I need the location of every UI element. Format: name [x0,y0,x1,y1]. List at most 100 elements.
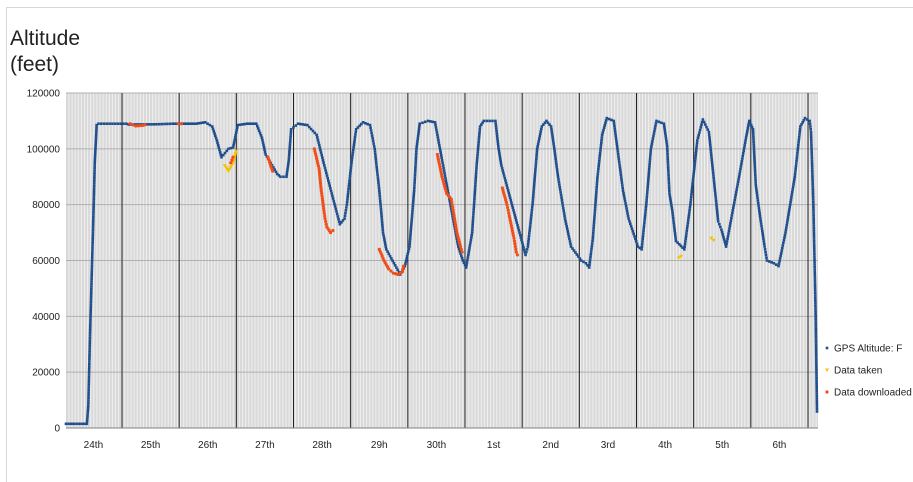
gps-altitude-point [756,201,760,205]
gps-altitude-point [673,226,676,230]
gps-altitude-point [122,122,125,126]
gps-altitude-point [811,195,815,199]
gps-altitude-point [692,175,695,178]
gps-altitude-point [94,131,98,134]
gps-altitude-point [94,143,97,147]
gps-altitude-point [480,123,483,126]
gps-altitude-point [772,261,776,265]
gps-altitude-point [89,316,92,319]
gps-altitude-point [815,366,818,370]
gps-altitude-point [408,240,412,243]
gps-altitude-point [615,139,618,143]
gps-altitude-point [734,193,738,197]
gps-altitude-point [595,185,599,189]
gps-altitude-point [719,225,722,229]
gps-altitude-point [374,160,378,164]
gps-altitude-point [812,203,815,206]
gps-altitude-point [344,208,348,212]
gps-altitude-point [92,215,95,219]
gps-altitude-point [783,233,787,237]
gps-altitude-point [409,224,413,228]
gps-altitude-point [598,154,602,158]
gps-altitude-point [372,142,375,145]
gps-altitude-point [688,208,691,212]
gps-altitude-point [660,121,663,125]
data-downloaded-point [387,267,391,271]
gps-altitude-point [91,244,94,247]
gps-altitude-point [523,251,527,254]
gps-altitude-point [649,147,653,151]
gps-altitude-point [648,157,652,161]
gps-altitude-point [476,153,479,157]
gps-altitude-point [377,181,380,185]
gps-altitude-point [815,410,819,413]
gps-altitude-point [715,202,718,205]
gps-altitude-point [326,176,329,180]
gps-altitude-point [715,207,719,210]
gps-altitude-point [652,132,656,135]
gps-altitude-point [796,149,800,152]
gps-altitude-point [414,155,418,158]
gps-altitude-point [618,163,621,166]
gps-altitude-point [380,218,384,221]
gps-altitude-point [797,143,800,147]
gps-altitude-point [92,210,95,214]
gps-altitude-point [597,167,600,171]
gps-altitude-point [376,171,379,174]
data-downloaded-point [323,214,327,218]
gps-altitude-point [786,218,789,222]
data-downloaded-point [143,123,147,127]
gps-altitude-point [287,158,291,162]
gps-altitude-point [536,145,539,148]
gps-altitude-point [296,122,300,126]
x-tick-label: 3rd [601,440,615,451]
gps-altitude-point [673,231,677,235]
gps-altitude-point [557,178,560,181]
gps-altitude-point [379,210,383,213]
gps-altitude-point [618,168,622,172]
gps-altitude-point [809,127,812,131]
gps-altitude-point [438,148,442,152]
gps-altitude-point [712,181,716,185]
gps-altitude-point [528,232,531,235]
gps-altitude-point [88,339,92,342]
gps-altitude-point [726,237,729,241]
gps-altitude-point [625,209,629,213]
gps-altitude-point [533,170,537,173]
gps-altitude-point [815,402,819,406]
gps-altitude-point [87,375,91,379]
gps-altitude-point [722,235,725,239]
gps-altitude-point [643,221,646,225]
gps-altitude-point [813,286,817,290]
gps-altitude-point [684,234,688,238]
gps-altitude-point [767,260,771,263]
gps-altitude-point [445,181,448,185]
gps-altitude-point [815,361,818,364]
gps-altitude-point [733,198,737,202]
x-tick-label: 5th [715,440,729,451]
gps-altitude-point [528,226,532,230]
legend-gps-altitude-marker [825,346,829,350]
gps-altitude-point [173,122,177,126]
gps-altitude-point [413,184,416,187]
gps-altitude-point [638,246,642,250]
gps-altitude-point [560,199,564,202]
gps-altitude-point [201,121,205,124]
gps-altitude-point [810,159,814,162]
gps-altitude-point [535,152,539,156]
gps-altitude-point [753,168,757,172]
gps-altitude-point [562,209,566,213]
data-downloaded-point [270,169,275,173]
gps-altitude-point [747,122,751,125]
gps-altitude-point [439,151,443,155]
gps-altitude-point [92,189,96,193]
gps-altitude-point [457,247,461,251]
gps-altitude-point [466,256,470,259]
gps-altitude-point [810,164,814,168]
gps-altitude-point [411,207,414,210]
gps-altitude-point [522,248,526,252]
gps-altitude-point [157,122,161,126]
gps-altitude-point [349,171,352,175]
gps-altitude-point [350,156,354,159]
gps-altitude-point [613,127,617,130]
